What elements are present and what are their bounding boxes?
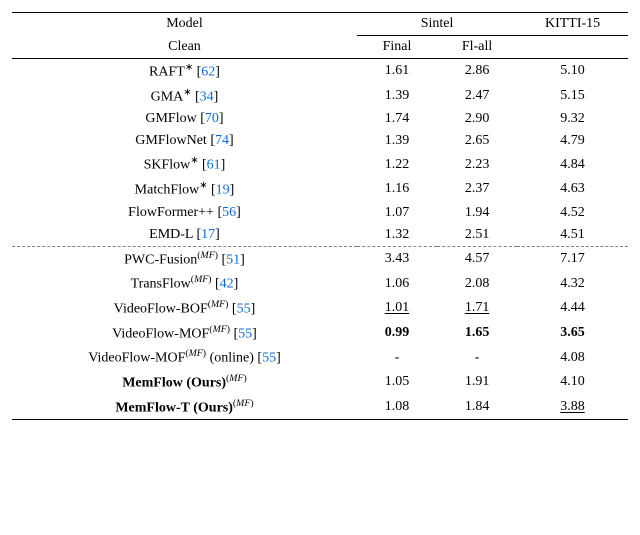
citation: 62 bbox=[201, 65, 215, 80]
value-cell-clean: 1.05 bbox=[357, 370, 437, 395]
value-cell-final: 1.91 bbox=[437, 370, 517, 395]
value-cell-flall: 4.08 bbox=[517, 345, 628, 370]
value-cell-flall: 5.10 bbox=[517, 59, 628, 84]
model-cell: MemFlow (Ours)(MF) bbox=[12, 370, 357, 395]
header-model: Model bbox=[12, 13, 357, 36]
value-cell-flall: 3.65 bbox=[517, 321, 628, 346]
model-cell: FlowFormer++ [56] bbox=[12, 202, 357, 224]
value-cell-final: 1.84 bbox=[437, 395, 517, 420]
table-row: VideoFlow-BOF(MF) [55]1.011.714.44 bbox=[12, 296, 628, 321]
header-flall: Fl-all bbox=[437, 36, 517, 59]
model-cell: RAFT∗ [62] bbox=[12, 59, 357, 84]
value-cell-final: 1.71 bbox=[437, 296, 517, 321]
model-cell: MemFlow-T (Ours)(MF) bbox=[12, 395, 357, 420]
citation: 34 bbox=[200, 89, 214, 104]
value-cell-final: 2.08 bbox=[437, 271, 517, 296]
table-row: VideoFlow-MOF(MF) (online) [55]--4.08 bbox=[12, 345, 628, 370]
value-cell-final: - bbox=[437, 345, 517, 370]
citation: 42 bbox=[220, 277, 234, 292]
table-row: SKFlow∗ [61]1.222.234.84 bbox=[12, 152, 628, 177]
model-cell: PWC-Fusion(MF) [51] bbox=[12, 246, 357, 271]
value-cell-flall: 4.32 bbox=[517, 271, 628, 296]
value-cell-clean: 1.74 bbox=[357, 108, 437, 130]
value-cell-clean: 3.43 bbox=[357, 246, 437, 271]
value-cell-flall: 5.15 bbox=[517, 84, 628, 109]
table-row: GMFlow [70]1.742.909.32 bbox=[12, 108, 628, 130]
model-cell: SKFlow∗ [61] bbox=[12, 152, 357, 177]
value-cell-clean: 1.07 bbox=[357, 202, 437, 224]
value-cell-flall: 4.44 bbox=[517, 296, 628, 321]
value-cell-clean: 1.22 bbox=[357, 152, 437, 177]
value-cell-flall: 4.52 bbox=[517, 202, 628, 224]
table-row: TransFlow(MF) [42]1.062.084.32 bbox=[12, 271, 628, 296]
table-row: RAFT∗ [62]1.612.865.10 bbox=[12, 59, 628, 84]
citation: 70 bbox=[205, 111, 219, 126]
value-cell-flall: 4.84 bbox=[517, 152, 628, 177]
value-cell-final: 1.94 bbox=[437, 202, 517, 224]
model-cell: TransFlow(MF) [42] bbox=[12, 271, 357, 296]
value-cell-clean: 1.06 bbox=[357, 271, 437, 296]
model-cell: GMFlow [70] bbox=[12, 108, 357, 130]
model-cell: EMD-L [17] bbox=[12, 224, 357, 246]
value-cell-flall: 4.79 bbox=[517, 130, 628, 152]
table-row: PWC-Fusion(MF) [51]3.434.577.17 bbox=[12, 246, 628, 271]
value-cell-flall: 4.51 bbox=[517, 224, 628, 246]
value-cell-final: 2.51 bbox=[437, 224, 517, 246]
value-cell-clean: 1.39 bbox=[357, 130, 437, 152]
header-kitti: KITTI-15 bbox=[517, 13, 628, 36]
table-row: GMFlowNet [74]1.392.654.79 bbox=[12, 130, 628, 152]
value-cell-final: 4.57 bbox=[437, 246, 517, 271]
value-cell-final: 2.90 bbox=[437, 108, 517, 130]
value-cell-final: 2.86 bbox=[437, 59, 517, 84]
header-clean: Clean bbox=[12, 36, 357, 59]
citation: 74 bbox=[215, 133, 229, 148]
value-cell-clean: 1.01 bbox=[357, 296, 437, 321]
value-cell-flall: 7.17 bbox=[517, 246, 628, 271]
value-cell-clean: 1.39 bbox=[357, 84, 437, 109]
model-cell: GMFlowNet [74] bbox=[12, 130, 357, 152]
header-row-1: Model Sintel KITTI-15 bbox=[12, 13, 628, 36]
results-table: Model Sintel KITTI-15 Clean Final Fl-all… bbox=[12, 12, 628, 420]
value-cell-flall: 9.32 bbox=[517, 108, 628, 130]
value-cell-clean: 1.16 bbox=[357, 177, 437, 202]
table-row: MemFlow-T (Ours)(MF)1.081.843.88 bbox=[12, 395, 628, 420]
value-cell-clean: 1.61 bbox=[357, 59, 437, 84]
value-cell-final: 2.23 bbox=[437, 152, 517, 177]
citation: 61 bbox=[207, 158, 221, 173]
table-row: VideoFlow-MOF(MF) [55]0.991.653.65 bbox=[12, 321, 628, 346]
citation: 19 bbox=[216, 183, 230, 198]
table-row: EMD-L [17]1.322.514.51 bbox=[12, 224, 628, 246]
header-row-2: Clean Final Fl-all bbox=[12, 36, 628, 59]
value-cell-final: 2.37 bbox=[437, 177, 517, 202]
citation: 55 bbox=[238, 326, 252, 341]
value-cell-final: 2.47 bbox=[437, 84, 517, 109]
model-cell: GMA∗ [34] bbox=[12, 84, 357, 109]
table-row: GMA∗ [34]1.392.475.15 bbox=[12, 84, 628, 109]
table-row: FlowFormer++ [56]1.071.944.52 bbox=[12, 202, 628, 224]
value-cell-clean: - bbox=[357, 345, 437, 370]
citation: 51 bbox=[226, 252, 240, 267]
value-cell-clean: 1.32 bbox=[357, 224, 437, 246]
value-cell-final: 1.65 bbox=[437, 321, 517, 346]
model-cell: VideoFlow-MOF(MF) (online) [55] bbox=[12, 345, 357, 370]
citation: 55 bbox=[262, 351, 276, 366]
value-cell-flall: 4.63 bbox=[517, 177, 628, 202]
table-row: MatchFlow∗ [19]1.162.374.63 bbox=[12, 177, 628, 202]
value-cell-flall: 4.10 bbox=[517, 370, 628, 395]
model-cell: VideoFlow-BOF(MF) [55] bbox=[12, 296, 357, 321]
header-final: Final bbox=[357, 36, 437, 59]
value-cell-flall: 3.88 bbox=[517, 395, 628, 420]
model-cell: MatchFlow∗ [19] bbox=[12, 177, 357, 202]
value-cell-clean: 0.99 bbox=[357, 321, 437, 346]
table-row: MemFlow (Ours)(MF)1.051.914.10 bbox=[12, 370, 628, 395]
citation: 56 bbox=[222, 205, 236, 220]
model-cell: VideoFlow-MOF(MF) [55] bbox=[12, 321, 357, 346]
header-sintel: Sintel bbox=[357, 13, 517, 36]
citation: 17 bbox=[201, 227, 215, 242]
value-cell-final: 2.65 bbox=[437, 130, 517, 152]
value-cell-clean: 1.08 bbox=[357, 395, 437, 420]
citation: 55 bbox=[237, 302, 251, 317]
